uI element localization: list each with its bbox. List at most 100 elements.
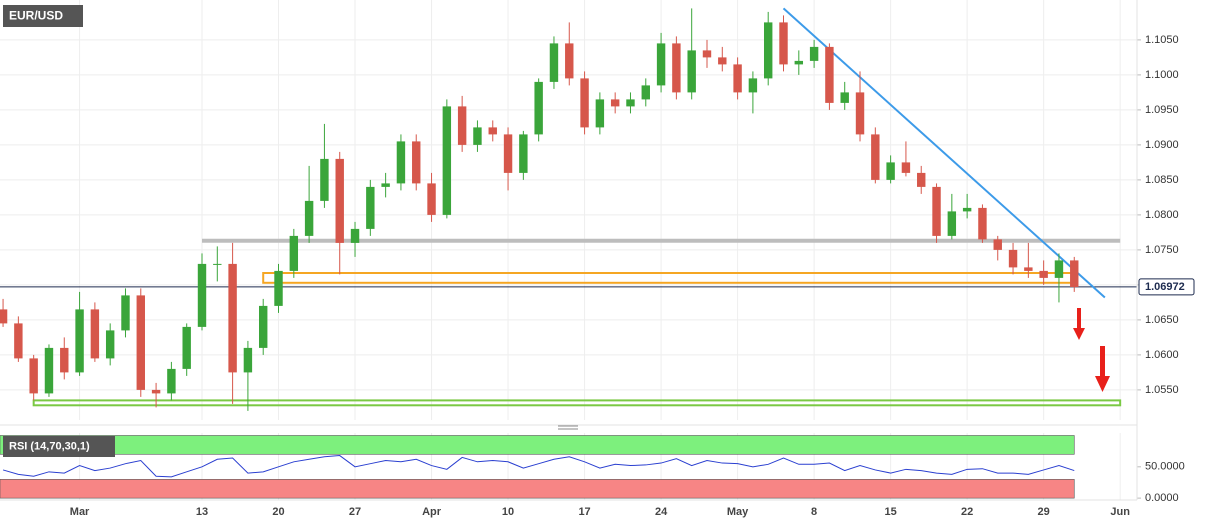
candle-body bbox=[197, 263, 207, 327]
candle-body bbox=[672, 43, 681, 93]
candle-body bbox=[274, 270, 283, 306]
candle-body bbox=[182, 326, 191, 369]
candle-body bbox=[886, 162, 895, 180]
candle-body bbox=[289, 235, 299, 271]
candle-body bbox=[29, 358, 38, 394]
candle-body bbox=[871, 134, 880, 180]
x-tick-label: 24 bbox=[655, 506, 668, 518]
trendline bbox=[782, 7, 1106, 299]
y-tick-label: 1.0650 bbox=[1145, 314, 1179, 326]
candle-body bbox=[412, 141, 421, 184]
candle-body bbox=[534, 81, 543, 135]
symbol-label: EUR/USD bbox=[9, 9, 63, 23]
rsi-y-tick-label: 50.0000 bbox=[1145, 461, 1185, 473]
candle-body bbox=[917, 172, 926, 187]
candle-body bbox=[565, 43, 574, 79]
candle-body bbox=[1070, 260, 1079, 287]
candle-body bbox=[519, 134, 528, 173]
candle-body bbox=[213, 263, 222, 265]
candle-body bbox=[809, 46, 819, 61]
arrow-shaft bbox=[1100, 346, 1105, 378]
y-tick-label: 1.0950 bbox=[1145, 104, 1179, 116]
y-tick-label: 1.1000 bbox=[1145, 69, 1179, 81]
candle-body bbox=[151, 389, 161, 394]
candle-body bbox=[748, 78, 758, 93]
candle-body bbox=[656, 43, 666, 86]
candle-body bbox=[366, 186, 375, 229]
candle-body bbox=[779, 22, 788, 65]
candle-body bbox=[595, 99, 605, 128]
candle-body bbox=[901, 162, 911, 173]
candle-body bbox=[44, 347, 54, 394]
candle-body bbox=[105, 330, 115, 359]
candle-body bbox=[136, 295, 145, 390]
candle-body bbox=[335, 158, 344, 243]
x-tick-label: 29 bbox=[1038, 506, 1050, 518]
y-tick-label: 1.0550 bbox=[1145, 384, 1179, 396]
rsi-label-box bbox=[3, 436, 115, 457]
rsi-y-tick-label: 0.0000 bbox=[1145, 492, 1179, 504]
x-tick-label: May bbox=[727, 506, 749, 518]
candle-body bbox=[794, 60, 804, 65]
candle-body bbox=[840, 92, 849, 103]
candle-body bbox=[825, 46, 834, 103]
candle-body bbox=[381, 183, 390, 187]
candle-body bbox=[442, 106, 452, 215]
candle-body bbox=[259, 305, 268, 348]
rsi-band bbox=[0, 479, 1075, 499]
arrow-shaft bbox=[1077, 308, 1081, 330]
x-tick-label: Mar bbox=[70, 506, 90, 518]
candles bbox=[0, 8, 1079, 411]
candle-body bbox=[687, 50, 696, 93]
candle-body bbox=[1008, 249, 1018, 268]
axes: Mar 13 20 27 Apr 10 17 24 May 8 15 22 29 Jun 1.0550 1.0… bbox=[70, 34, 1195, 518]
x-tick-label: 8 bbox=[811, 506, 817, 518]
candle-body bbox=[549, 43, 559, 82]
rsi-panel bbox=[0, 435, 1075, 499]
y-tick-label: 1.0850 bbox=[1145, 174, 1179, 186]
candle-body bbox=[90, 309, 100, 359]
support-zone bbox=[32, 399, 1122, 407]
candle-body bbox=[0, 309, 8, 324]
candle-body bbox=[702, 50, 712, 58]
y-tick-label: 1.1050 bbox=[1145, 34, 1179, 46]
y-tick-label: 1.0800 bbox=[1145, 209, 1179, 221]
candle-body bbox=[457, 106, 467, 145]
x-tick-label: 20 bbox=[272, 506, 284, 518]
candle-body bbox=[993, 239, 1002, 250]
rsi-line bbox=[2, 455, 1075, 478]
x-tick-label: Apr bbox=[422, 506, 442, 518]
candle-body bbox=[626, 99, 635, 107]
candle-body bbox=[75, 309, 84, 373]
candle-body bbox=[503, 134, 513, 173]
candle-body bbox=[962, 207, 972, 212]
candle-body bbox=[978, 207, 987, 240]
candle-body bbox=[718, 57, 727, 65]
x-tick-label: 27 bbox=[349, 506, 361, 518]
candle-body bbox=[947, 211, 957, 236]
x-tick-label: 15 bbox=[884, 506, 896, 518]
arrow-head bbox=[1073, 328, 1085, 340]
candle-body bbox=[304, 200, 314, 236]
candle-body bbox=[1024, 267, 1033, 271]
candle-body bbox=[167, 368, 176, 394]
candle-body bbox=[610, 99, 620, 107]
candle-body bbox=[733, 64, 742, 93]
candle-body bbox=[488, 127, 497, 135]
x-tick-label: 13 bbox=[196, 506, 208, 518]
candle-body bbox=[396, 141, 406, 184]
current-price-box bbox=[1138, 278, 1195, 296]
candle-body bbox=[121, 295, 130, 331]
y-tick-label: 1.0900 bbox=[1145, 139, 1179, 151]
candle-body bbox=[1054, 260, 1064, 278]
candle-body bbox=[228, 263, 237, 373]
rsi-band bbox=[0, 435, 1075, 455]
x-tick-label: Jun bbox=[1110, 506, 1130, 518]
candle-body bbox=[243, 347, 253, 373]
candle-body bbox=[580, 78, 589, 128]
candle-body bbox=[350, 228, 360, 243]
down-arrows bbox=[1073, 308, 1110, 392]
candle-body bbox=[473, 127, 482, 145]
symbol-box bbox=[3, 5, 83, 27]
